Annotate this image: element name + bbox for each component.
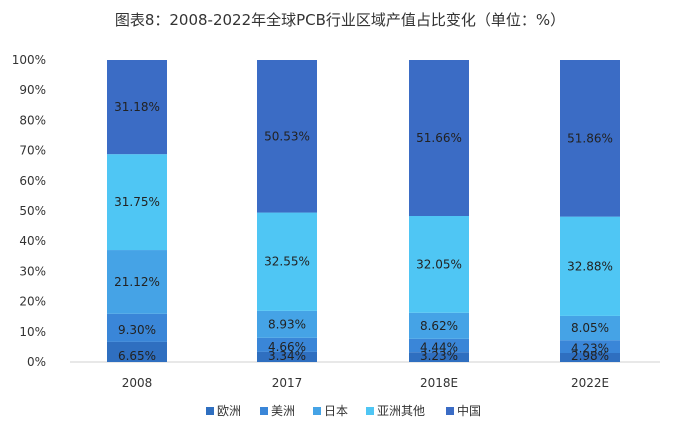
y-tick-label: 70% [19, 144, 46, 158]
bar-segment [409, 60, 469, 217]
data-label: 32.88% [567, 259, 613, 273]
legend-label: 日本 [324, 404, 348, 418]
legend-label: 欧洲 [217, 404, 241, 418]
bar-segment [107, 154, 167, 251]
bar-segment [560, 216, 620, 316]
data-label: 3.23% [420, 349, 458, 363]
x-axis: 2008 2017 2018E 2022E [122, 376, 609, 390]
bar-segment [257, 212, 317, 311]
y-tick-label: 60% [19, 174, 46, 188]
legend-swatch [366, 407, 374, 415]
legend-label: 美洲 [271, 404, 295, 418]
bar-segment [409, 216, 469, 313]
data-label: 4.44% [420, 341, 458, 355]
bar-segment [257, 310, 317, 338]
legend-swatch [206, 407, 214, 415]
bar-segment [107, 313, 167, 342]
data-label: 8.05% [571, 321, 609, 335]
y-tick-label: 20% [19, 295, 46, 309]
y-axis: 0% 10% 20% 30% 40% 50% 60% 70% 80% 90% 100% [12, 53, 660, 369]
x-tick-label: 2022E [571, 376, 609, 390]
legend: 欧洲 美洲 日本 亚洲其他 中国 [206, 403, 481, 418]
bar-segment [257, 337, 317, 352]
legend-label: 中国 [457, 403, 481, 418]
data-label: 4.23% [571, 342, 609, 356]
y-tick-label: 90% [19, 83, 46, 97]
data-label: 8.62% [420, 319, 458, 333]
data-label: 32.05% [416, 257, 462, 271]
y-tick-label: 80% [19, 113, 46, 127]
data-label: 51.86% [567, 131, 613, 145]
data-label: 6.65% [118, 349, 156, 363]
data-label: 21.12% [114, 275, 160, 289]
y-tick-label: 10% [19, 325, 46, 339]
bar-segment [560, 60, 620, 217]
legend-label: 亚洲其他 [377, 404, 425, 418]
bars [107, 60, 620, 362]
y-tick-label: 30% [19, 264, 46, 278]
y-tick-label: 100% [12, 53, 46, 67]
bar-segment [257, 60, 317, 213]
data-label: 3.34% [268, 349, 306, 363]
bar-segment [107, 250, 167, 314]
bar-segment [560, 315, 620, 341]
data-label: 9.30% [118, 323, 156, 337]
data-labels: 6.65% 9.30% 21.12% 31.75% 31.18% 3.34%4.66% 8.… [114, 100, 613, 363]
legend-swatch [260, 407, 268, 415]
y-tick-label: 50% [19, 204, 46, 218]
bar-segment [409, 338, 469, 353]
bar-segment [409, 352, 469, 362]
x-tick-label: 2008 [122, 376, 153, 390]
data-label: 50.53% [264, 129, 310, 143]
data-label: 31.75% [114, 195, 160, 209]
y-tick-label: 0% [27, 355, 46, 369]
data-label: 32.55% [264, 255, 310, 269]
legend-swatch [313, 407, 321, 415]
data-label: 31.18% [114, 100, 160, 114]
bar-segment [107, 60, 167, 155]
data-label: 4.66% [268, 340, 306, 354]
bar-segment [409, 312, 469, 339]
x-tick-label: 2017 [272, 376, 303, 390]
y-tick-label: 40% [19, 234, 46, 248]
data-label: 2.98% [571, 349, 609, 363]
bar-segment [560, 340, 620, 354]
data-label: 51.66% [416, 131, 462, 145]
x-tick-label: 2018E [420, 376, 458, 390]
bar-segment [560, 353, 620, 362]
bar-segment [107, 341, 167, 362]
bar-segment [257, 351, 317, 362]
chart-title: 图表8：2008-2022年全球PCB行业区域产值占比变化（单位：%） [115, 11, 565, 29]
legend-swatch [446, 407, 454, 415]
data-label: 8.93% [268, 317, 306, 331]
